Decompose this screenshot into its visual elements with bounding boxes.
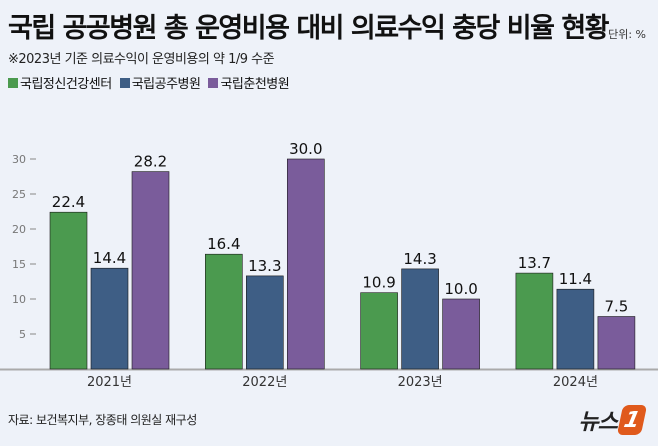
data-label: 14.3 — [403, 250, 436, 268]
legend: 국립정신건강센터 국립공주병원 국립춘천병원 — [8, 73, 290, 92]
y-tick-label: 25 — [12, 188, 26, 201]
data-label: 30.0 — [289, 140, 322, 158]
legend-item: 국립정신건강센터 — [8, 73, 112, 92]
bar-1-1 — [246, 275, 284, 370]
legend-label: 국립정신건강센터 — [20, 77, 112, 92]
legend-label: 국립춘천병원 — [220, 77, 290, 92]
legend-swatch — [119, 77, 130, 88]
data-label: 13.7 — [518, 254, 551, 272]
x-tick-label: 2024년 — [553, 375, 598, 390]
x-tick-label: 2022년 — [242, 375, 287, 390]
y-tick-label: 20 — [12, 223, 26, 236]
x-tick-label: 2021년 — [87, 375, 132, 390]
bar-2-1 — [286, 158, 325, 370]
bar-2-0 — [131, 171, 170, 370]
chart-title: 국립 공공병원 총 운영비용 대비 의료수익 충당 비율 현황 — [8, 13, 610, 44]
bar-1-0 — [90, 267, 129, 370]
data-label: 16.4 — [207, 235, 240, 253]
data-label: 10.0 — [444, 280, 477, 298]
y-tick-label: 10 — [12, 293, 26, 306]
bar-0-3 — [515, 272, 554, 370]
logo-text: 뉴스 — [578, 410, 618, 435]
legend-swatch — [208, 77, 219, 88]
news1-logo: 뉴스 1 — [578, 404, 648, 436]
data-label: 22.4 — [52, 193, 85, 211]
source-note: 자료: 보건복지부, 장종태 의원실 재구성 — [8, 413, 197, 427]
data-label: 13.3 — [248, 257, 281, 275]
x-tick-label: 2023년 — [398, 375, 443, 390]
bar-1-3 — [556, 288, 595, 370]
y-tick-label: 5 — [19, 328, 26, 341]
bar-0-2 — [360, 292, 398, 370]
unit-label: 단위: % — [608, 28, 646, 41]
data-label: 7.5 — [604, 298, 628, 316]
bar-2-2 — [442, 298, 480, 370]
bar-0-0 — [49, 211, 88, 370]
data-label: 28.2 — [134, 153, 167, 171]
bar-2-3 — [597, 316, 636, 370]
y-tick-label: 30 — [12, 153, 26, 166]
legend-item: 국립춘천병원 — [208, 73, 290, 92]
data-label: 14.4 — [93, 249, 126, 267]
chart-subtitle: ※2023년 기준 의료수익이 운영비용의 약 1/9 수준 — [8, 52, 275, 67]
legend-item: 국립공주병원 — [119, 73, 201, 92]
legend-swatch — [8, 77, 18, 88]
y-tick-label: 15 — [12, 258, 26, 271]
bar-0-1 — [205, 253, 243, 370]
logo-mark: 1 — [616, 405, 648, 435]
bar-1-2 — [401, 268, 439, 370]
data-label: 10.9 — [362, 274, 395, 292]
legend-label: 국립공주병원 — [131, 77, 201, 92]
data-label: 11.4 — [559, 270, 592, 288]
